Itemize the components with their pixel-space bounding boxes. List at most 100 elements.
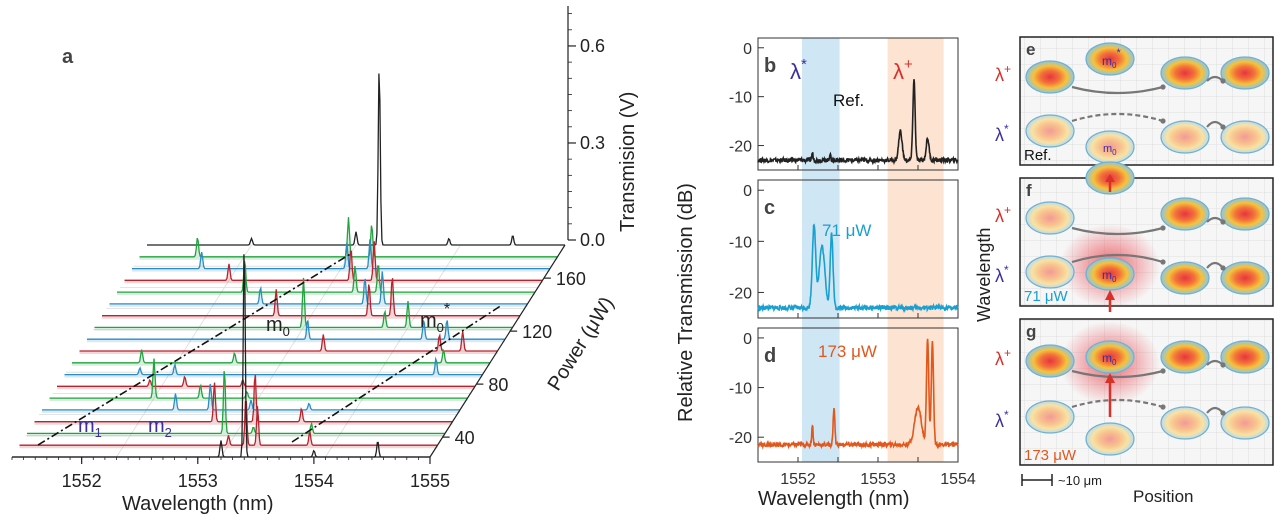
a-depth-tick-label: 80 bbox=[488, 375, 508, 395]
cavity-bottom bbox=[1220, 120, 1270, 154]
a-z-tick-label: 0.3 bbox=[580, 133, 605, 153]
a-trace-15 bbox=[124, 241, 543, 281]
c-annotation-power: 71 μW bbox=[822, 221, 871, 240]
a-x-tick-label: 1554 bbox=[294, 471, 334, 491]
a-x-tick-label: 1553 bbox=[178, 471, 218, 491]
scale-bar: ~10 μm bbox=[1021, 473, 1102, 488]
coupling-arrow bbox=[1071, 253, 1164, 264]
spectrum-c bbox=[757, 223, 959, 314]
cavity-bottom bbox=[1025, 114, 1075, 148]
a-mode-m1: m1 bbox=[78, 415, 102, 440]
a-z-ticks: 0.0 0.3 0.6 bbox=[568, 13, 605, 250]
a-diagonal-m-right bbox=[291, 304, 503, 443]
coupling-arrow bbox=[1071, 85, 1164, 95]
a-trace-1 bbox=[19, 400, 438, 446]
cavity-top bbox=[1160, 197, 1210, 231]
panel-d-label: d bbox=[764, 345, 776, 367]
cavity-bottom bbox=[1160, 120, 1210, 154]
arrow-head bbox=[1160, 368, 1166, 374]
d-x-tick-label: 1554 bbox=[940, 471, 976, 488]
a-trace-0 bbox=[12, 254, 430, 458]
a-trace-5 bbox=[49, 358, 468, 399]
a-trace-fill bbox=[102, 278, 520, 319]
a-mode-m2: m2 bbox=[148, 415, 172, 440]
a-trace-fill bbox=[72, 349, 490, 366]
schematic-note: 173 μW bbox=[1024, 447, 1077, 464]
schematic-y-label: Wavelength bbox=[974, 228, 994, 322]
schematic-x-label: Position bbox=[1133, 487, 1193, 506]
center-mode-label: m0* bbox=[1102, 47, 1121, 70]
schematic-note: 71 μW bbox=[1024, 288, 1068, 305]
spectrum-d bbox=[757, 338, 959, 450]
cavity-bottom bbox=[1160, 406, 1210, 440]
a-trace-11 bbox=[94, 277, 513, 329]
cavity-top bbox=[1220, 197, 1270, 231]
panel-c-label: c bbox=[764, 197, 775, 219]
coupling-arrow bbox=[1071, 398, 1164, 409]
arrow-head bbox=[1220, 78, 1226, 84]
arrow-head bbox=[1160, 225, 1166, 231]
cavity-top bbox=[1220, 340, 1270, 374]
arrow-head bbox=[1220, 124, 1226, 130]
a-trace-3 bbox=[34, 374, 453, 423]
d-annotation-power: 173 μW bbox=[818, 342, 877, 361]
arrow-head bbox=[1220, 219, 1226, 225]
arrow-head bbox=[1220, 362, 1226, 368]
schematic-frame bbox=[1019, 318, 1274, 466]
row-label-lambda-plus: λ+ bbox=[995, 62, 1011, 85]
row-label-lambda-star: λ* bbox=[995, 122, 1009, 145]
row-label-lambda-star: λ* bbox=[995, 263, 1009, 286]
a-trace-16 bbox=[132, 239, 550, 270]
a-trace-17 bbox=[139, 217, 558, 258]
y-tick-label: -20 bbox=[729, 139, 752, 156]
a-trace-8 bbox=[72, 348, 490, 364]
panel-e-label: e bbox=[1026, 40, 1035, 59]
y-tick-label: -10 bbox=[729, 234, 752, 251]
coupling-arrow bbox=[1071, 112, 1164, 123]
cavity-top bbox=[1085, 42, 1135, 76]
a-trace-9 bbox=[79, 331, 498, 352]
b-lambda-star: λ* bbox=[790, 56, 807, 84]
a-trace-fill bbox=[139, 217, 558, 260]
cavity-top bbox=[1220, 56, 1270, 90]
coupling-arrow bbox=[1071, 369, 1164, 379]
y-tick-label: -20 bbox=[729, 285, 752, 302]
a-x-tick-label: 1555 bbox=[410, 471, 450, 491]
arrow-head bbox=[1160, 118, 1166, 124]
a-trace-10 bbox=[87, 320, 505, 340]
cavity-bottom bbox=[1085, 422, 1135, 456]
a-trace-fill bbox=[109, 271, 528, 307]
cavity-top bbox=[1025, 344, 1075, 378]
panel-a: a 1552 1553 1554 1555 0.00.30.6 4080120160 … bbox=[11, 6, 639, 515]
coupling-arrow bbox=[1071, 226, 1164, 236]
d-x-tick-label: 1552 bbox=[780, 471, 816, 488]
a-trace-fill bbox=[94, 277, 513, 331]
row-label-lambda-plus: λ+ bbox=[995, 346, 1011, 369]
center-mode-label: m0 bbox=[1102, 351, 1117, 367]
a-trace-fill bbox=[124, 241, 543, 284]
scale-bar-label: ~10 μm bbox=[1058, 473, 1102, 488]
a-trace-fill bbox=[49, 358, 468, 402]
panel-a-traces bbox=[12, 73, 565, 458]
pump-arrow-head bbox=[1105, 290, 1115, 300]
pump-arrow-head bbox=[1105, 373, 1115, 383]
arrow-head bbox=[1160, 404, 1166, 410]
a-x-ticks: 1552 1553 1554 1555 bbox=[11, 457, 450, 491]
bcd-y-axis-label: Relative Transmission (dB) bbox=[675, 183, 697, 422]
cavity-bottom bbox=[1025, 400, 1075, 434]
arrow-head bbox=[1220, 265, 1226, 271]
a-depth-ticks: 40 80 120 160 bbox=[442, 269, 586, 448]
row-label-lambda-plus: λ+ bbox=[995, 203, 1011, 226]
plot-frame-c bbox=[757, 179, 959, 319]
schematic-frame bbox=[1019, 36, 1274, 166]
panel-g-label: g bbox=[1026, 322, 1036, 341]
y-tick-label: 0 bbox=[743, 331, 752, 348]
a-depth-axis-label: Power (μW) bbox=[544, 293, 619, 395]
schematic-frame bbox=[1019, 177, 1274, 307]
a-trace-12 bbox=[102, 278, 520, 317]
schematic-panel-f: f λ+ λ* m0 71 μW bbox=[995, 161, 1274, 312]
a-trace-7 bbox=[64, 356, 483, 376]
a-trace-13 bbox=[109, 271, 528, 305]
pump-arrow-head bbox=[1105, 174, 1115, 182]
